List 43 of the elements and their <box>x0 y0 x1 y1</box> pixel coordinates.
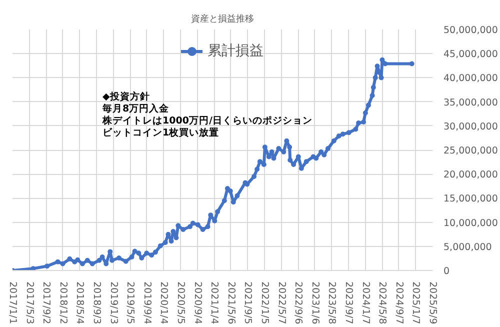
legend-label: 累計損益 <box>208 42 264 60</box>
chart-title: 資産と損益推移 <box>191 14 254 24</box>
x-tick-label: 2022/5/7 <box>276 282 287 324</box>
annotation: ◆投資方針 <box>102 90 150 102</box>
x-tick-label: 2017/9/2 <box>40 282 52 324</box>
annotation: 毎月8万円入金 <box>102 102 170 114</box>
x-tick-label: 2021/1/4 <box>208 282 220 324</box>
y-tick-label: 10,000,000 <box>444 218 498 229</box>
x-tick-label: 2019/5/5 <box>124 282 136 324</box>
x-tick-label: 2019/1/3 <box>108 282 119 324</box>
x-tick-label: 2017/1/1 <box>7 282 18 324</box>
y-tick-label: 20,000,000 <box>444 170 498 181</box>
x-tick-label: 2020/5/5 <box>175 282 186 324</box>
x-tick-label: 2022/9/6 <box>292 282 304 324</box>
x-tick-label: 2023/9/7 <box>343 282 354 324</box>
x-tick-label: 2024/9/7 <box>393 282 404 324</box>
x-tick-label: 2018/1/2 <box>57 282 68 324</box>
x-tick-label: 2024/5/8 <box>376 282 388 324</box>
y-tick-label: 25,000,000 <box>444 146 498 156</box>
x-tick-label: 2022/1/5 <box>259 282 270 324</box>
y-tick-label: 40,000,000 <box>444 73 498 84</box>
y-tick-label: 15,000,000 <box>444 194 498 205</box>
x-tick-label: 2017/5/3 <box>24 282 35 324</box>
x-tick-label: 2019/9/4 <box>141 282 152 324</box>
x-tick-label: 2025/1/7 <box>410 282 422 324</box>
annotation: 株デイトレは1000万円/日くらいのポジション <box>102 114 312 126</box>
x-tick-label: 2025/5/9 <box>427 282 438 324</box>
x-tick-label: 2020/1/4 <box>158 282 170 324</box>
x-tick-label: 2018/5/4 <box>74 282 86 324</box>
x-tick-label: 2023/5/8 <box>326 282 338 324</box>
x-tick-label: 2023/1/6 <box>309 282 320 324</box>
y-tick-label: 0 <box>444 266 450 277</box>
y-tick-label: 50,000,000 <box>444 25 498 36</box>
x-tick-label: 2018/9/3 <box>91 282 102 324</box>
x-tick-label: 2021/5/6 <box>225 282 236 324</box>
y-tick-label: 35,000,000 <box>444 97 498 108</box>
y-tick-label: 5,000,000 <box>444 242 492 253</box>
annotation: ビットコイン1枚買い放置 <box>102 126 220 138</box>
x-tick-label: 2020/9/4 <box>192 282 203 324</box>
x-tick-label: 2021/9/5 <box>242 282 254 324</box>
y-tick-label: 45,000,000 <box>444 49 498 60</box>
y-tick-label: 30,000,000 <box>444 121 498 132</box>
x-tick-label: 2024/1/7 <box>360 282 371 324</box>
